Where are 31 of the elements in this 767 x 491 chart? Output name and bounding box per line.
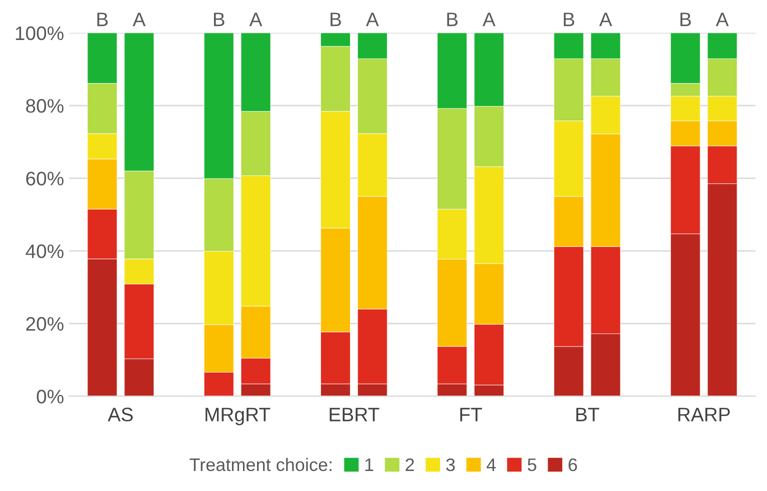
legend-title: Treatment choice: xyxy=(190,458,332,472)
x-tick-label: B xyxy=(564,12,574,26)
x-tick-label: A xyxy=(249,12,262,26)
y-tick-label: 20% xyxy=(26,317,64,331)
x-tick-label: A xyxy=(366,12,379,26)
text: BT xyxy=(576,408,600,422)
y-tick-label: 80% xyxy=(26,99,64,113)
y-tick-label: 60% xyxy=(26,172,64,186)
x-tick-label: A xyxy=(599,12,612,26)
x-tick-label: B xyxy=(447,12,458,26)
legend-label: 3 xyxy=(446,458,455,472)
y-tick-label: 0% xyxy=(36,390,64,404)
x-tick-label: B xyxy=(330,12,341,26)
legend-label: 5 xyxy=(528,458,536,472)
legend-label: 6 xyxy=(568,458,577,472)
legend-label: 1 xyxy=(365,458,374,472)
y-tick-label: 40% xyxy=(26,244,64,258)
x-tick-label: B xyxy=(97,12,108,26)
y-tick-label: 100% xyxy=(16,26,64,40)
x-tick-label: B xyxy=(680,12,691,26)
text: AS xyxy=(108,408,133,422)
x-tick-label: A xyxy=(132,12,146,26)
x-tick-label: B xyxy=(214,12,224,26)
x-tick-label: A xyxy=(716,12,729,26)
text: EBRT xyxy=(330,408,380,422)
legend-label: 2 xyxy=(406,458,414,472)
text: MRgRT xyxy=(206,408,270,426)
text: FT xyxy=(460,408,482,422)
text: RARP xyxy=(678,408,730,422)
legend-label: 4 xyxy=(486,458,496,472)
x-tick-label: A xyxy=(482,12,496,26)
